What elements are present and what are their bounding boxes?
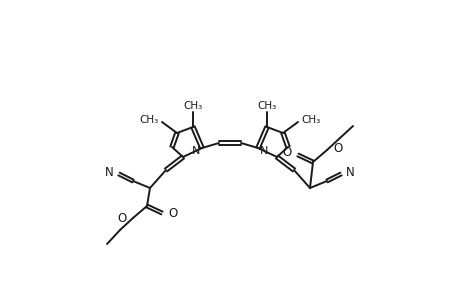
Text: O: O [168,208,177,220]
Text: O: O [332,142,341,154]
Text: O: O [118,212,127,226]
Text: CH₃: CH₃ [257,101,276,111]
Text: CH₃: CH₃ [140,115,159,125]
Text: CH₃: CH₃ [300,115,319,125]
Text: CH₃: CH₃ [183,101,202,111]
Text: N: N [191,146,200,156]
Text: N: N [259,146,268,156]
Text: N: N [105,167,114,179]
Text: N: N [345,167,354,179]
Text: O: O [282,146,291,160]
